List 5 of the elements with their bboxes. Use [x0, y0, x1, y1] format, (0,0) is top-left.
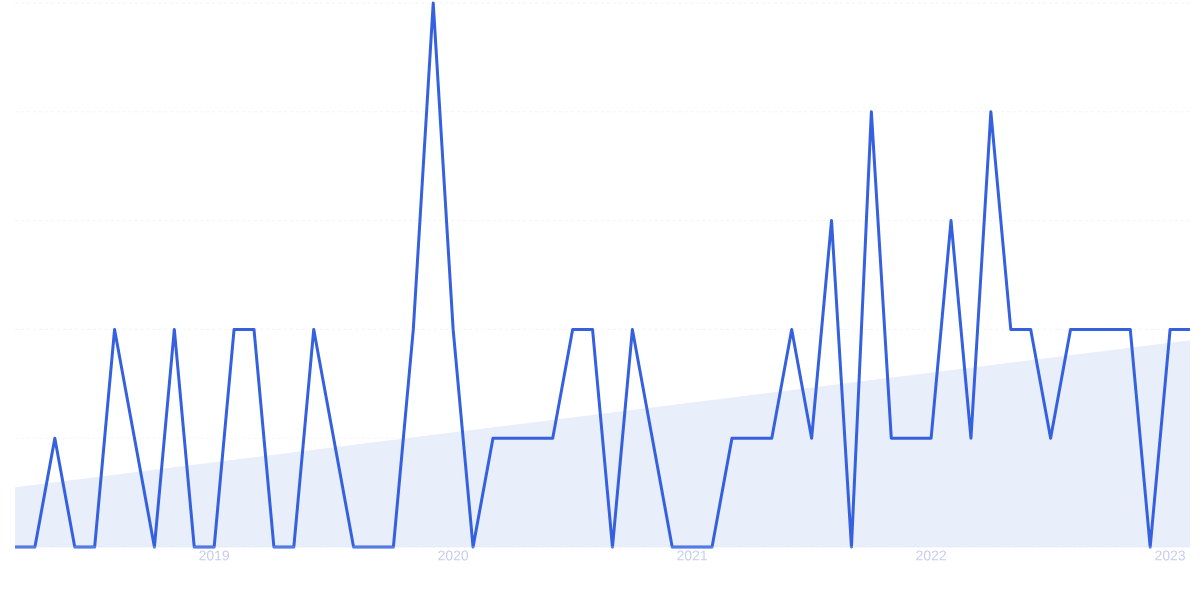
x-tick-label: 2021	[677, 550, 707, 561]
x-tick-label: 2019	[199, 550, 229, 561]
x-tick-label: 2020	[438, 550, 469, 561]
x-tick-label: 2023	[1155, 550, 1185, 561]
x-tick-label: 2022	[916, 550, 946, 561]
